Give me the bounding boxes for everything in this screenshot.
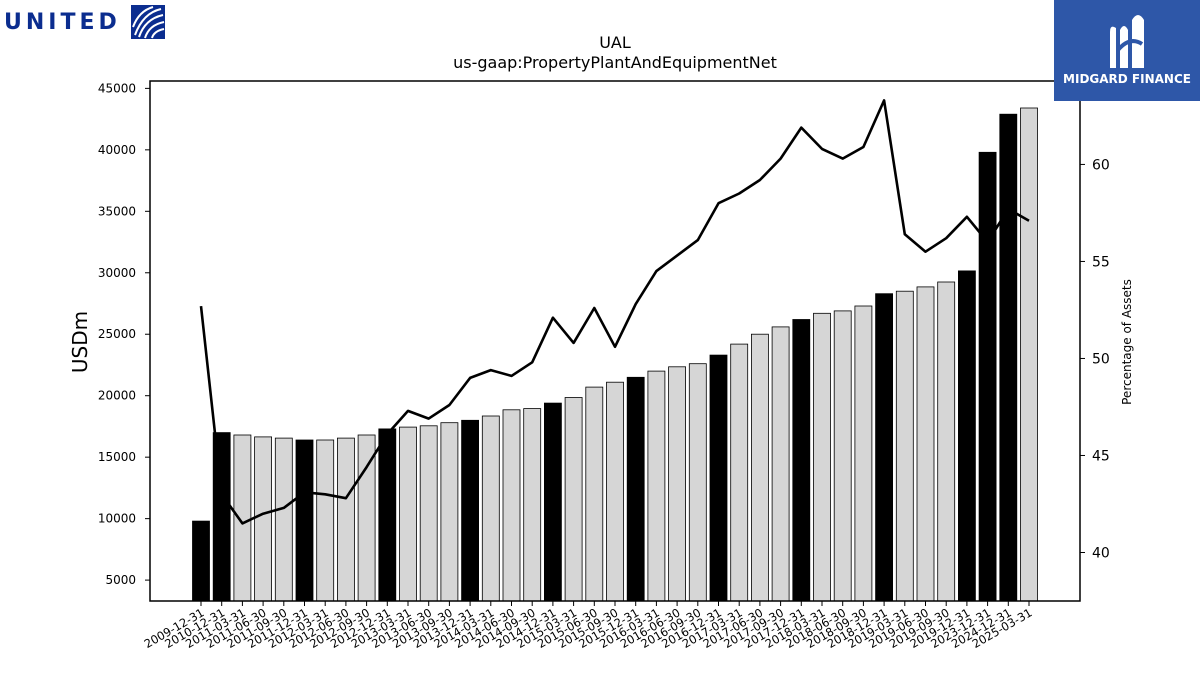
y-tick-label: 25000 <box>98 327 136 341</box>
y-axis-label: USDm <box>68 311 92 373</box>
bar <box>233 434 252 602</box>
bar <box>399 426 417 602</box>
chart-title: UAL <box>599 33 631 52</box>
bar <box>461 419 480 602</box>
bar <box>440 422 459 602</box>
bar <box>295 439 314 602</box>
bar <box>606 381 624 602</box>
bar <box>626 376 645 602</box>
y-tick-label: 40000 <box>98 143 136 157</box>
bar <box>502 409 521 602</box>
y-tick-label: 20000 <box>98 389 136 403</box>
bar <box>958 270 976 602</box>
united-logo-text: UNITED <box>4 9 121 35</box>
bar <box>875 293 893 602</box>
percentage-line <box>199 99 1030 525</box>
midgard-finance-logo: MIDGARD FINANCE <box>1054 0 1200 101</box>
bar <box>419 425 438 602</box>
bar <box>192 520 210 602</box>
bar <box>978 151 997 602</box>
bar <box>212 432 231 602</box>
bar <box>523 408 542 602</box>
y2-tick-label: 55 <box>1092 254 1110 270</box>
bar <box>730 343 749 602</box>
plot-frame <box>149 80 1081 602</box>
y-tick-label: 15000 <box>98 450 136 464</box>
y-tick-label: 45000 <box>98 81 136 95</box>
y-tick-label: 35000 <box>98 204 136 218</box>
y2-tick-label: 45 <box>1092 448 1110 464</box>
y2-tick-label: 40 <box>1092 545 1110 561</box>
bar <box>336 437 355 602</box>
bar <box>1020 107 1038 602</box>
bar <box>564 397 583 602</box>
bar <box>937 281 956 602</box>
bar <box>833 310 852 602</box>
y-tick-label: 30000 <box>98 266 136 280</box>
united-logo: UNITED <box>4 4 165 40</box>
y-tick-label: 5000 <box>105 573 136 587</box>
bar <box>751 333 769 602</box>
y2-tick-label: 50 <box>1092 351 1110 367</box>
midgard-logo-text: MIDGARD FINANCE <box>1063 72 1191 86</box>
bar <box>668 366 686 602</box>
bar <box>999 113 1018 602</box>
bar <box>792 319 811 602</box>
bar <box>316 439 335 602</box>
bar <box>274 437 293 602</box>
midgard-mark-icon <box>1110 15 1144 69</box>
bar <box>813 312 831 602</box>
bar <box>895 290 914 602</box>
bar <box>771 326 790 602</box>
bar <box>544 402 562 602</box>
bar <box>481 415 500 602</box>
y2-axis-label: Percentage of Assets <box>1120 279 1134 405</box>
bar <box>688 363 707 602</box>
bar <box>378 428 397 602</box>
bar <box>647 370 666 602</box>
bar <box>585 386 604 602</box>
bar <box>916 286 935 602</box>
globe-icon <box>130 5 165 39</box>
bar <box>254 436 273 602</box>
bar <box>854 305 873 602</box>
y-tick-label: 10000 <box>98 512 136 526</box>
y2-tick-label: 60 <box>1092 157 1110 173</box>
bar <box>709 354 728 602</box>
chart-subtitle: us-gaap:PropertyPlantAndEquipmentNet <box>453 53 777 72</box>
